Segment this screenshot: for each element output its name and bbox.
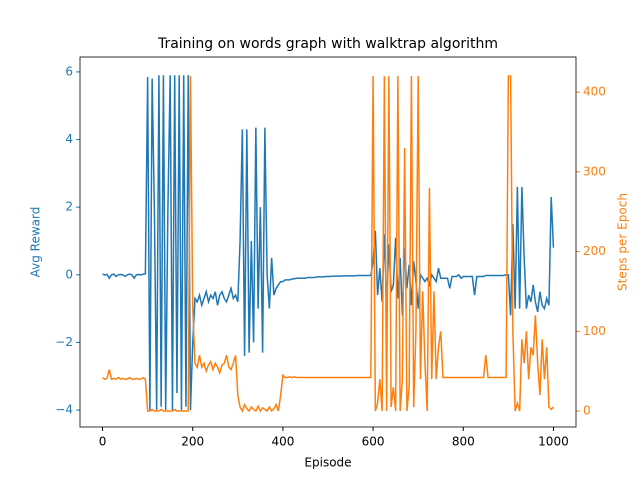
y-tick-label: 0 bbox=[65, 267, 73, 281]
y-tick-label: 6 bbox=[65, 64, 73, 78]
y2-tick-label: 300 bbox=[583, 164, 606, 178]
plot-frame bbox=[79, 56, 577, 428]
x-tick-label: 0 bbox=[99, 435, 107, 449]
y2-tick-label: 400 bbox=[583, 85, 606, 99]
x-tick-label: 400 bbox=[271, 435, 294, 449]
x-tick-label: 1000 bbox=[538, 435, 569, 449]
y2-tick-label: 200 bbox=[583, 244, 606, 258]
y2-tick-label: 0 bbox=[583, 404, 591, 418]
x-tick-label: 800 bbox=[452, 435, 475, 449]
y-tick-label: 2 bbox=[65, 200, 73, 214]
y2-tick-label: 100 bbox=[583, 324, 606, 338]
x-tick-label: 200 bbox=[181, 435, 204, 449]
y2-axis-label: Steps per Epoch bbox=[616, 193, 630, 291]
series-line bbox=[102, 75, 555, 411]
y-tick-label: 4 bbox=[65, 132, 73, 146]
y-tick-label: −4 bbox=[55, 403, 73, 417]
x-axis-label: Episode bbox=[304, 456, 351, 470]
chart-title: Training on words graph with walktrap al… bbox=[157, 36, 498, 52]
y-tick-label: −2 bbox=[55, 335, 73, 349]
series-line bbox=[102, 75, 554, 413]
x-tick-label: 600 bbox=[362, 435, 385, 449]
y-axis-label: Avg Reward bbox=[29, 207, 43, 278]
